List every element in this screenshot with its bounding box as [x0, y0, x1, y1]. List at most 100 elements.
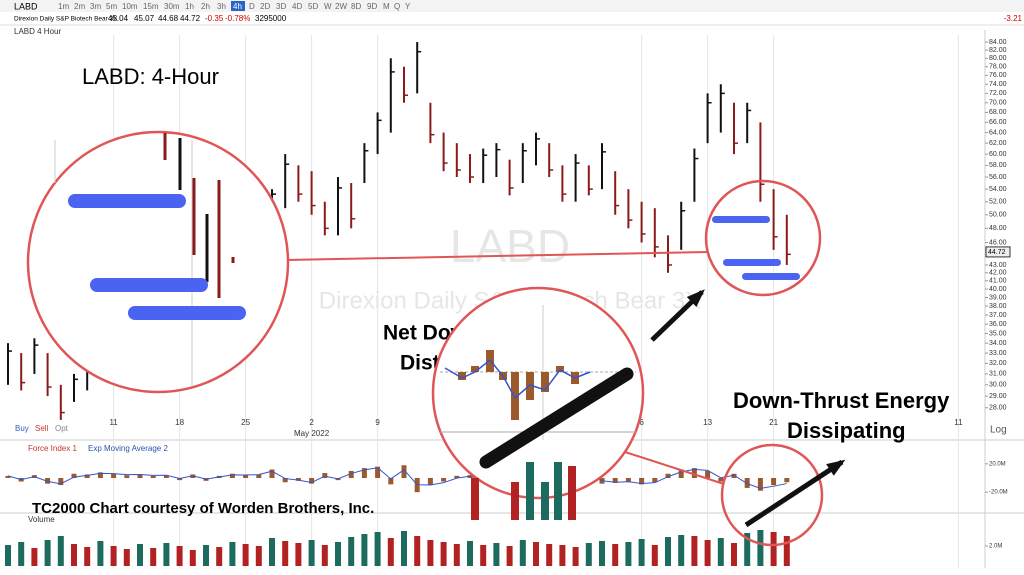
volume-bar: [321, 545, 328, 566]
interval-button[interactable]: M: [383, 2, 390, 11]
volume-bar: [44, 540, 51, 566]
y-tick-label: 70.00: [989, 100, 1007, 107]
volume-bar: [599, 541, 605, 566]
chart-title: LABD 4 Hour: [14, 27, 61, 36]
interval-button[interactable]: 3m: [90, 2, 101, 11]
zoom-volume-bar: [511, 482, 519, 520]
volume-bar: [335, 542, 341, 566]
y-tick-label: 34.00: [989, 340, 1007, 347]
force-bar: [124, 475, 130, 478]
y-tick-label: 60.00: [989, 151, 1007, 158]
volume-bar: [625, 542, 632, 566]
force-bar: [388, 478, 394, 485]
interval-button[interactable]: 5D: [308, 2, 318, 11]
interval-button[interactable]: 15m: [143, 2, 159, 11]
change: -3.21: [1004, 14, 1023, 23]
volume-bar: [414, 536, 421, 566]
interval-button[interactable]: 3h: [217, 2, 226, 11]
interval-button[interactable]: 2D: [260, 2, 270, 11]
volume-bar: [665, 537, 671, 566]
interval-button[interactable]: 1h: [185, 2, 194, 11]
quote-change: -0.35: [205, 14, 224, 23]
panel-title: Volume: [28, 515, 55, 524]
trade-button[interactable]: Opt: [55, 424, 69, 433]
volume-bar: [612, 544, 619, 566]
scale-label: Log: [990, 425, 1007, 436]
volume-bar: [572, 547, 579, 566]
symbol: LABD: [14, 1, 38, 11]
toolbar: [0, 0, 1024, 12]
y-tick-label: 43.00: [989, 262, 1007, 269]
y-tick-label: 50.00: [989, 212, 1007, 219]
volume-bar: [717, 538, 724, 566]
force-bar: [137, 474, 143, 478]
interval-button[interactable]: 4h: [233, 2, 242, 11]
volume-bar: [651, 545, 658, 566]
quote-name: Direxion Daily S&P Biotech Bear 3X: [14, 16, 118, 23]
interval-button[interactable]: 30m: [164, 2, 180, 11]
callout-line: [285, 251, 709, 261]
arrow-head: [686, 289, 705, 307]
volume-bar: [137, 544, 143, 566]
y-tick-label: 72.00: [989, 90, 1007, 97]
y-tick-label: 30.00: [989, 382, 1007, 389]
zoom-force-bar: [471, 366, 479, 372]
y-tick-label: 42.00: [989, 270, 1007, 277]
volume-bar: [361, 534, 368, 566]
interval-button[interactable]: 8D: [351, 2, 361, 11]
interval-button[interactable]: 5m: [106, 2, 117, 11]
interval-button[interactable]: D: [249, 2, 255, 11]
x-tick-label: 2: [309, 418, 314, 427]
volume-bar: [585, 543, 592, 566]
trade-button[interactable]: Sell: [35, 424, 49, 433]
trade-button[interactable]: Buy: [15, 424, 29, 433]
zoom-circle: [26, 130, 290, 394]
interval-button[interactable]: 2h: [201, 2, 210, 11]
y-tick-label: 38.00: [989, 303, 1007, 310]
force-bar: [269, 469, 275, 478]
volume-bar: [440, 542, 447, 566]
y-tick-label: 20.0M: [989, 461, 1006, 467]
ema-line: [7, 467, 787, 489]
force-bar: [71, 473, 77, 478]
interval-button[interactable]: Y: [405, 2, 411, 11]
support-marker: [712, 216, 770, 223]
zoom-force-bar: [458, 372, 466, 380]
volume-bar: [453, 544, 460, 566]
zoom-circle: [431, 286, 645, 500]
zoom-circle: [720, 443, 824, 547]
interval-button[interactable]: 10m: [122, 2, 138, 11]
volume-bar: [704, 540, 711, 566]
interval-button[interactable]: W: [324, 2, 332, 11]
y-tick-label: 52.00: [989, 199, 1007, 206]
support-marker: [723, 259, 781, 266]
volume-bar: [731, 543, 737, 566]
y-tick-label: 35.00: [989, 330, 1007, 337]
support-marker: [742, 273, 800, 280]
interval-button[interactable]: 1m: [58, 2, 69, 11]
interval-button[interactable]: Q: [394, 2, 400, 11]
y-tick-label: 78.00: [989, 64, 1007, 71]
volume-bar: [150, 548, 157, 566]
volume-bar: [189, 550, 196, 566]
volume-bar: [57, 536, 64, 566]
force-bar: [454, 475, 460, 478]
zoom-force-bar: [511, 372, 519, 420]
zoom-ema: [444, 358, 591, 400]
zoom-volume-bar: [568, 466, 576, 520]
interval-button[interactable]: 4D: [292, 2, 302, 11]
interval-button[interactable]: 9D: [367, 2, 377, 11]
y-tick-label: 37.00: [989, 312, 1007, 319]
interval-button[interactable]: 2W: [335, 2, 347, 11]
force-bar: [309, 478, 315, 484]
volume-bar: [770, 532, 777, 566]
interval-button[interactable]: 2m: [74, 2, 85, 11]
volume-bar: [18, 542, 25, 566]
x-tick-label: 11: [109, 418, 118, 427]
force-bar: [784, 478, 790, 483]
interval-button[interactable]: 3D: [276, 2, 286, 11]
force-bar: [731, 473, 737, 478]
volume-bar: [176, 546, 183, 566]
volume-bar: [242, 544, 249, 566]
zoom-force-bar: [526, 372, 534, 400]
